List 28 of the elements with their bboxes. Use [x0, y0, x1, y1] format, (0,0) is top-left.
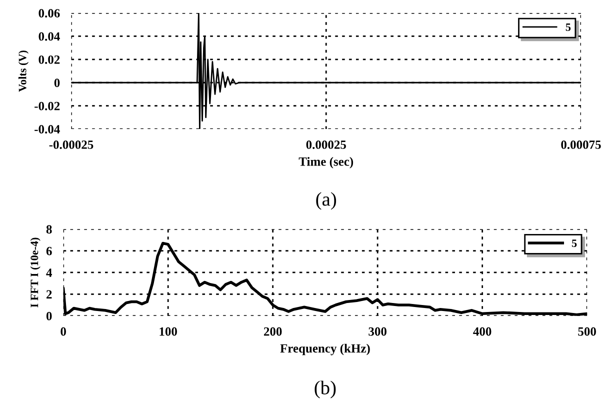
y-tick-label: 0.04 [38, 32, 60, 41]
x-tick-label: 100 [160, 327, 177, 336]
text: (b) [314, 380, 336, 398]
legend-label: 5 [572, 240, 577, 248]
x-axis-title: Time (sec) [298, 157, 354, 168]
y-axis-title: Volts (V) [18, 50, 29, 92]
x-tick-label: 200 [264, 327, 282, 336]
x-tick-label: 0.00025 [306, 140, 346, 149]
y-tick-label: -0.02 [34, 102, 60, 110]
x-tick-label: 0 [60, 327, 66, 336]
y-tick-label: 0.06 [38, 9, 60, 18]
y-tick-label: 0.02 [38, 55, 60, 64]
x-tick-label: 500 [578, 327, 596, 336]
y-tick-label: 0 [46, 312, 52, 320]
y-axis-title: I FFT I (10e-4) [30, 238, 40, 308]
x-tick-label: 300 [368, 327, 386, 336]
x-tick-label: 400 [473, 327, 492, 336]
x-tick-label: 0.00075 [561, 140, 601, 149]
x-axis-title: Frequency (kHz) [280, 344, 370, 356]
y-tick-label: 2 [46, 290, 52, 298]
y-tick-label: 0 [54, 78, 60, 88]
text: (a) [316, 192, 336, 210]
y-tick-label: 8 [46, 225, 52, 234]
y-tick-label: 6 [46, 246, 52, 256]
x-tick-label: -0.00025 [49, 140, 94, 149]
legend-label: 5 [566, 24, 571, 31]
y-tick-label: -0.04 [34, 125, 60, 134]
y-tick-label: 4 [46, 268, 52, 277]
